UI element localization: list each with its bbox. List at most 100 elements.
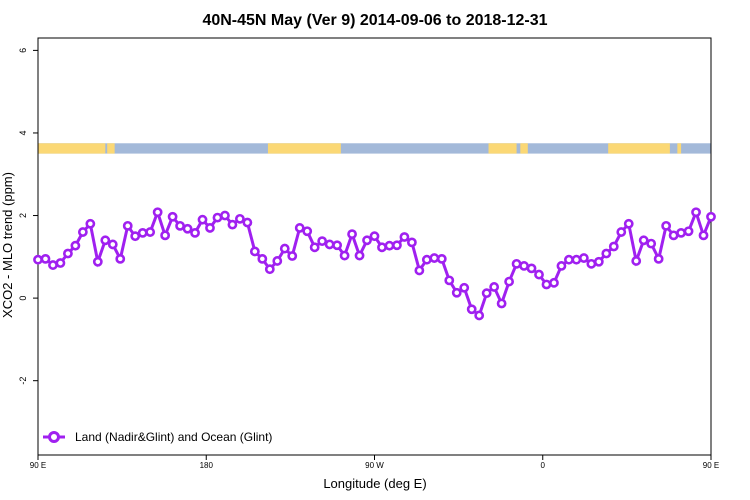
data-point <box>481 288 492 299</box>
data-point <box>534 269 544 280</box>
data-point <box>175 220 185 231</box>
data-point <box>489 282 500 292</box>
band-land-segment <box>267 143 341 154</box>
series-points <box>33 207 716 321</box>
legend-marker <box>48 431 60 443</box>
data-point <box>220 210 230 221</box>
data-point <box>429 253 440 263</box>
band-land-segment <box>488 143 517 154</box>
data-point <box>511 258 522 269</box>
data-point <box>160 230 171 241</box>
data-point <box>227 219 238 230</box>
data-point <box>668 230 679 241</box>
band-land-segment <box>107 143 115 154</box>
y-axis-title: XCO2 - MLO trend (ppm) <box>0 172 15 318</box>
data-point <box>616 227 627 237</box>
x-tick-label: 180 <box>200 461 214 470</box>
data-point <box>137 227 148 238</box>
data-point <box>100 235 111 246</box>
data-point <box>115 253 126 264</box>
data-point <box>406 237 417 248</box>
data-point <box>377 242 387 253</box>
data-point <box>384 240 395 251</box>
data-point <box>257 253 268 264</box>
y-axis: -2 0 2 4 6 <box>18 48 38 385</box>
data-point <box>294 223 305 233</box>
data-point <box>496 298 507 309</box>
data-point <box>474 310 485 321</box>
x-axis: 90 E 180 90 W 0 90 E <box>30 455 719 470</box>
data-point <box>212 212 223 223</box>
data-point <box>182 223 193 234</box>
data-point <box>145 227 156 237</box>
x-tick-label: 90 E <box>703 461 719 470</box>
data-point <box>436 253 447 264</box>
data-point <box>40 253 51 264</box>
data-point <box>608 241 619 252</box>
data-point <box>107 239 118 250</box>
data-point <box>549 277 559 288</box>
data-point <box>706 211 716 222</box>
data-point <box>421 254 432 265</box>
x-tick-label: 90 W <box>365 461 384 470</box>
data-point <box>190 227 200 238</box>
data-point <box>593 256 604 267</box>
data-point <box>399 232 410 242</box>
data-point <box>85 218 96 229</box>
legend-label: Land (Nadir&Glint) and Ocean (Glint) <box>75 430 272 444</box>
data-point <box>234 213 245 224</box>
data-point <box>92 256 103 267</box>
data-point <box>392 240 402 251</box>
band-land-segment <box>677 143 682 154</box>
data-point <box>444 275 455 286</box>
band-land-segment <box>520 143 528 154</box>
y-tick-label: -2 <box>18 377 28 385</box>
band-ocean <box>38 143 711 154</box>
data-point <box>369 231 380 242</box>
data-point <box>167 211 178 222</box>
data-point <box>459 282 470 293</box>
data-point <box>362 235 372 246</box>
data-point <box>354 250 365 261</box>
data-point <box>414 265 425 276</box>
data-point <box>309 242 320 253</box>
data-point <box>317 236 328 247</box>
x-tick-label: 90 E <box>30 461 46 470</box>
y-tick-label: 6 <box>18 48 28 53</box>
data-point <box>48 260 58 270</box>
band-land-segment <box>608 143 670 154</box>
legend: Land (Nadir&Glint) and Ocean (Glint) <box>43 430 272 444</box>
data-point <box>661 220 672 231</box>
data-point <box>302 226 313 237</box>
x-axis-title: Longitude (deg E) <box>323 476 426 491</box>
data-point <box>578 253 589 263</box>
data-point <box>324 239 335 250</box>
data-point <box>526 263 537 274</box>
chart-title: 40N-45N May (Ver 9) 2014-09-06 to 2018-1… <box>202 12 547 29</box>
data-point <box>676 227 686 238</box>
data-point <box>683 226 694 237</box>
data-point <box>152 207 163 218</box>
data-point <box>601 248 612 259</box>
data-point <box>541 279 552 290</box>
data-point <box>264 264 275 275</box>
data-point <box>287 251 298 261</box>
x-tick-label: 0 <box>541 461 546 470</box>
data-point <box>339 250 350 261</box>
data-point <box>631 256 642 266</box>
data-point <box>279 243 290 254</box>
data-point <box>653 253 664 264</box>
land-sea-band <box>38 143 711 154</box>
data-point <box>638 235 649 246</box>
data-point <box>586 258 597 269</box>
data-point <box>249 246 260 257</box>
data-point <box>63 248 73 259</box>
data-point <box>691 207 701 218</box>
y-tick-label: 2 <box>18 213 28 218</box>
data-point <box>519 261 529 271</box>
data-point <box>564 254 574 265</box>
data-point <box>698 230 709 241</box>
data-point <box>646 238 657 249</box>
data-point <box>504 276 514 287</box>
band-land-segment <box>38 143 106 154</box>
